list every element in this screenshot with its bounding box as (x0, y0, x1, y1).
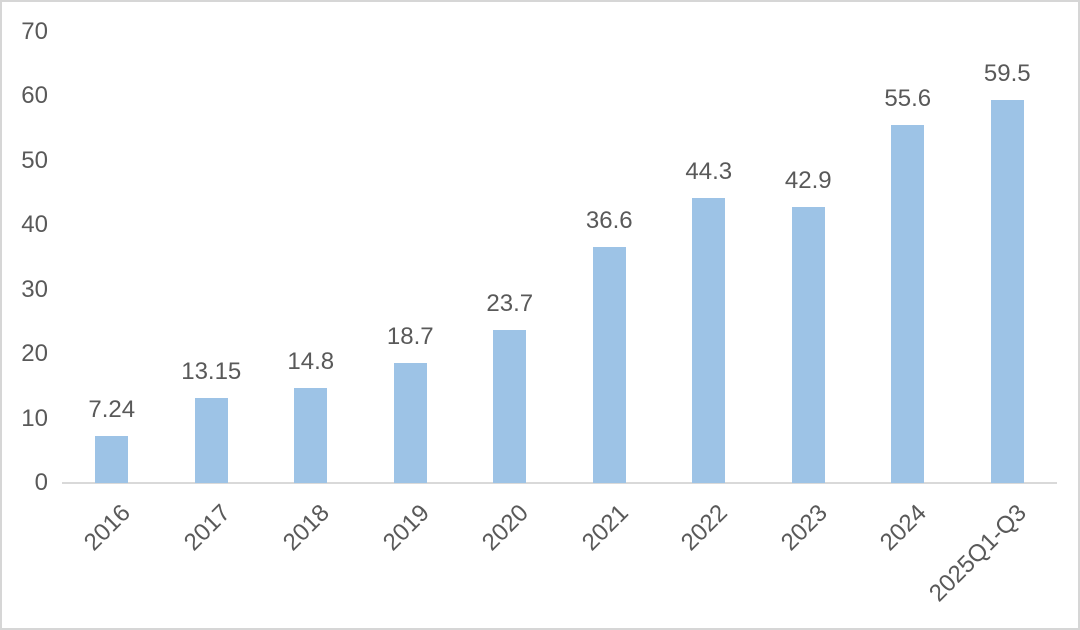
x-tick-label: 2025Q1-Q3 (923, 499, 1032, 608)
y-tick-label: 50 (21, 146, 48, 174)
bar-value-label: 13.15 (181, 358, 242, 386)
x-tick-label: 2020 (477, 499, 535, 557)
bar-value-label: 14.8 (287, 347, 335, 375)
bar (592, 247, 626, 483)
y-tick-label: 70 (21, 18, 48, 45)
bar (791, 206, 825, 483)
x-axis-line (62, 482, 1057, 484)
x-tick-label: 2016 (79, 499, 137, 557)
bar-value-label: 23.7 (486, 290, 534, 318)
bar (990, 99, 1024, 483)
y-tick-label: 40 (21, 211, 48, 239)
bar (294, 387, 328, 483)
bar-value-label: 18.7 (386, 322, 434, 350)
x-tick-label: 2023 (775, 499, 833, 557)
bar-value-label: 7.24 (88, 396, 136, 424)
x-tick-label: 2021 (576, 499, 634, 557)
y-tick-label: 20 (21, 340, 48, 368)
x-tick-label: 2022 (676, 499, 734, 557)
bar-value-label: 44.3 (685, 157, 733, 185)
bar (891, 124, 925, 483)
bar (692, 197, 726, 483)
bar (393, 362, 427, 483)
x-tick-label: 2019 (377, 499, 435, 557)
bar-value-label: 55.6 (884, 84, 932, 112)
x-tick-label: 2017 (178, 499, 236, 557)
bar-value-label: 59.5 (983, 59, 1031, 87)
y-tick-label: 60 (21, 82, 48, 110)
x-tick-label: 2018 (278, 499, 336, 557)
bar-value-label: 36.6 (585, 207, 633, 235)
y-tick-label: 30 (21, 275, 48, 303)
bar-value-label: 42.9 (784, 166, 832, 194)
y-tick-label: 10 (21, 404, 48, 432)
y-tick-label: 0 (34, 469, 48, 496)
bar (194, 398, 228, 483)
bar (493, 330, 527, 483)
bar (95, 436, 129, 483)
x-tick-label: 2024 (875, 499, 933, 557)
